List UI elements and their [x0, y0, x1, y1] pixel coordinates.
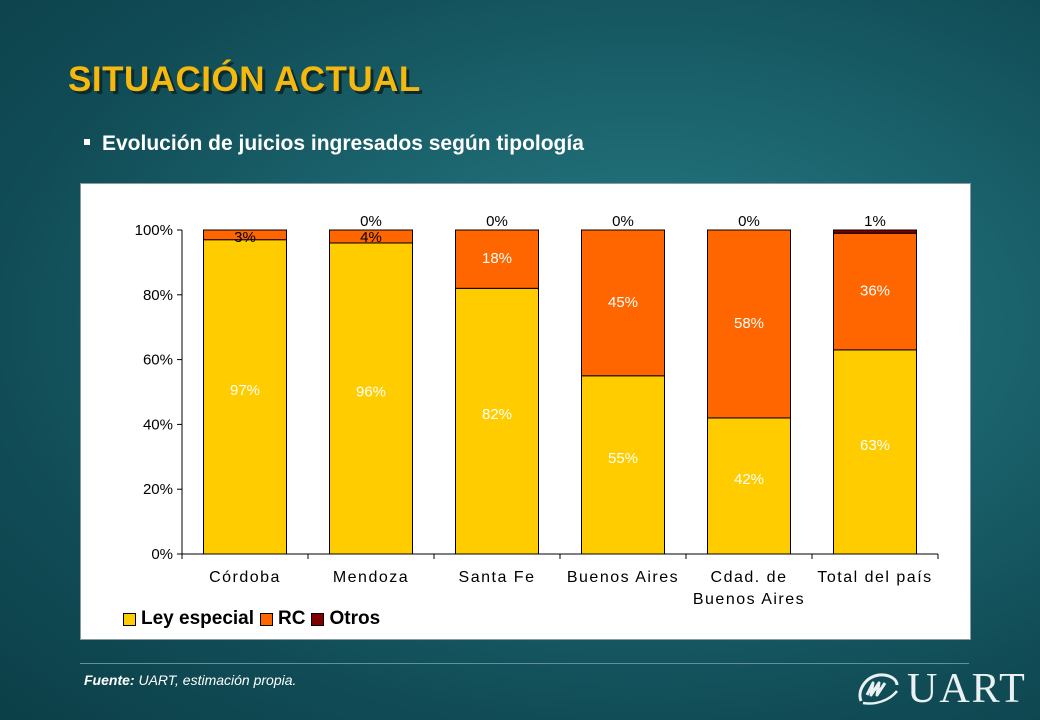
legend-label-otros: Otros: [329, 608, 381, 629]
uart-emblem-icon: [858, 673, 899, 705]
y-tick-label: 40%: [143, 416, 173, 433]
uart-logo: UART: [855, 668, 1027, 710]
legend-item-otros: Otros: [311, 608, 380, 630]
bar-segment: [455, 229, 539, 289]
y-tick-label: 20%: [143, 481, 173, 498]
data-label: 36%: [860, 283, 890, 300]
bar-segment: [329, 242, 413, 555]
x-tick-label: Total del país: [817, 569, 932, 586]
bar-segment: [581, 375, 665, 555]
data-label: 1%: [864, 213, 886, 230]
data-label: 0%: [360, 213, 382, 230]
bar-segment: [329, 229, 413, 244]
y-tick-label: 60%: [143, 352, 173, 369]
y-tick-label: 100%: [135, 222, 173, 239]
x-tick-label: Santa Fe: [459, 569, 536, 586]
legend-label-rc: RC: [278, 608, 306, 629]
data-label: 63%: [860, 437, 890, 454]
bar-segment: [581, 229, 665, 377]
data-label: 0%: [612, 213, 634, 230]
x-tick-label: Córdoba: [209, 569, 281, 586]
subtitle-text: Evolución de juicios ingresados según ti…: [102, 132, 584, 155]
data-label: 3%: [234, 229, 256, 246]
legend-item-ley-especial: Ley especial: [123, 608, 254, 630]
chart-legend: Ley especial RC Otros: [123, 608, 386, 630]
data-label: 55%: [608, 450, 638, 467]
data-label: 18%: [482, 250, 512, 267]
x-tick-label: Buenos Aires: [693, 591, 805, 608]
chart-panel: 0% 20% 40% 60% 80% 100% 97% 3% Córdoba 96% 4% 0% Men…: [80, 183, 971, 640]
data-label: 97%: [230, 382, 260, 399]
data-label: 82%: [482, 406, 512, 423]
bar-segment: [833, 229, 917, 234]
legend-swatch-ley-especial: [123, 612, 136, 626]
data-label: 0%: [738, 213, 760, 230]
x-tick-label: Buenos Aires: [567, 569, 679, 586]
bar-segment: [455, 287, 539, 555]
legend-swatch-rc: [260, 612, 274, 626]
legend-label-ley-especial: Ley especial: [141, 608, 255, 629]
x-tick-label: Mendoza: [333, 569, 409, 586]
bar-segment: [833, 232, 917, 351]
legend-item-rc: RC: [260, 608, 305, 630]
data-label: 4%: [360, 229, 382, 246]
y-tick-label: 0%: [151, 546, 173, 563]
data-label: 96%: [356, 383, 386, 400]
bar-segment: [707, 229, 791, 419]
bar-segment: [203, 239, 287, 555]
data-label: 58%: [734, 315, 764, 332]
data-label: 45%: [608, 294, 638, 311]
y-tick-label: 80%: [143, 287, 173, 304]
page-title: SITUACIÓN ACTUAL: [68, 60, 421, 99]
data-label: 42%: [734, 471, 764, 488]
stacked-bar-chart: 0%20%40%60%80%100%97%3%Córdoba96%4%0%Men…: [135, 213, 939, 608]
bar-segment: [833, 349, 917, 555]
data-label: 0%: [486, 213, 508, 230]
x-tick-label: Cdad. de: [711, 569, 788, 586]
chart-subtitle: Evolución de juicios ingresados según ti…: [84, 132, 584, 156]
bar-segment: [203, 229, 287, 241]
source-note: Fuente: UART, estimación propia.: [84, 672, 296, 688]
legend-swatch-otros: [311, 612, 325, 626]
logo-text: UART: [907, 666, 1027, 712]
bullet-icon: [84, 139, 90, 146]
footer-divider: [80, 663, 969, 664]
source-label: Fuente:: [84, 672, 135, 688]
bar-segment: [707, 417, 791, 555]
source-text: UART, estimación propia.: [134, 672, 297, 688]
